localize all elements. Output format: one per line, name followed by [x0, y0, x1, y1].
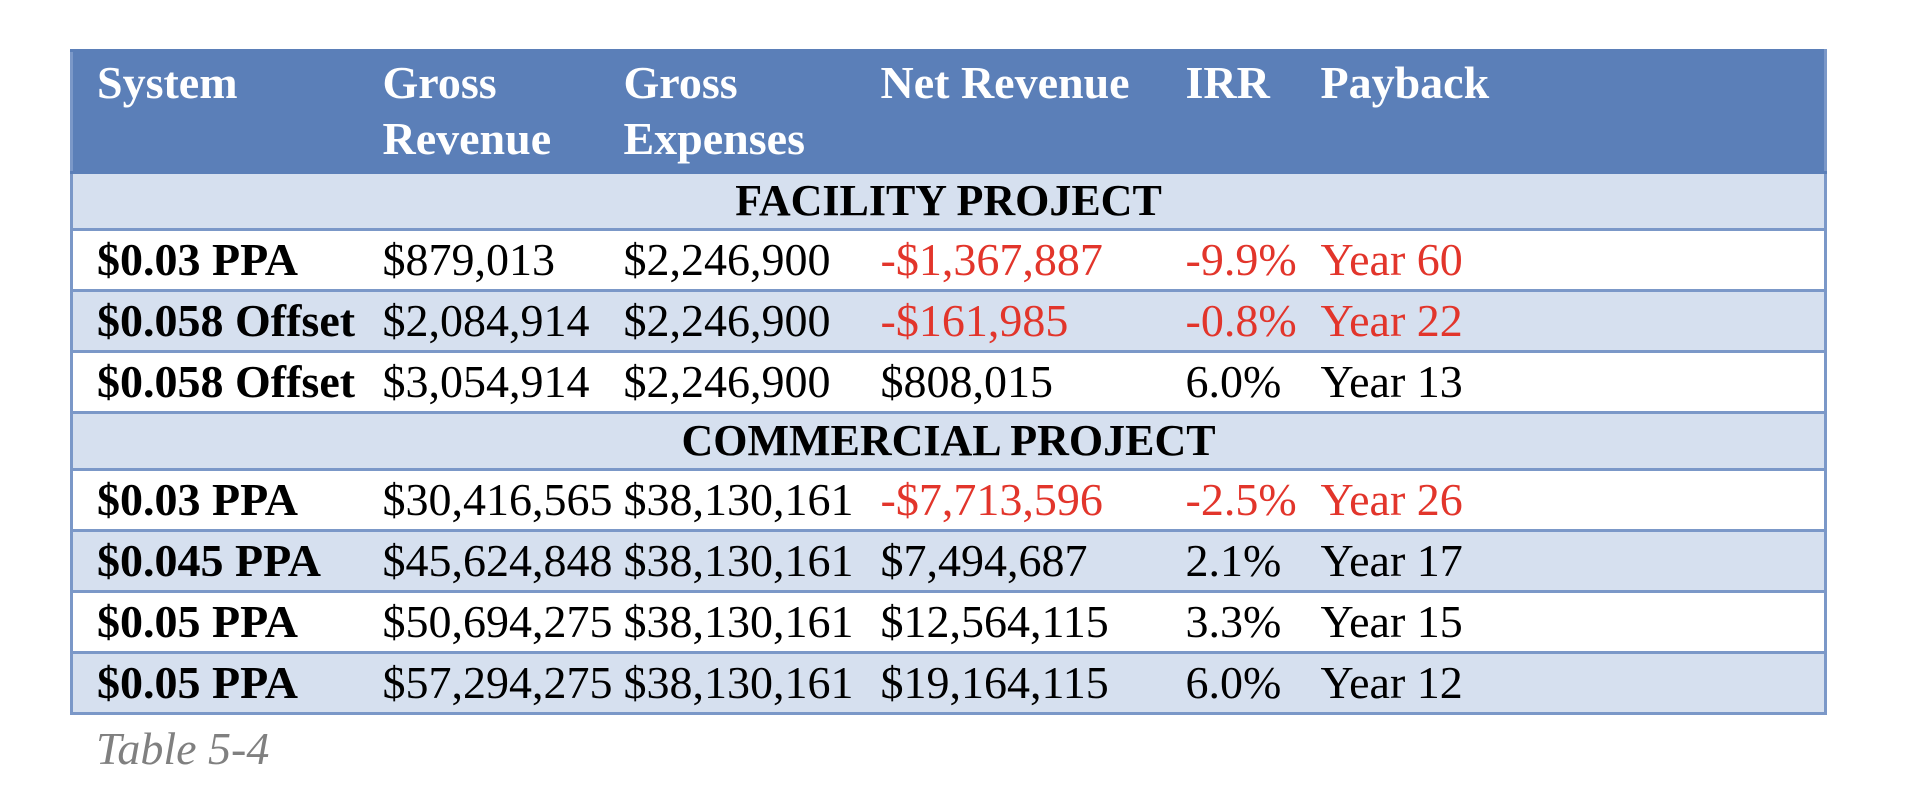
header-payback-line-1: Payback	[1320, 57, 1490, 108]
net-revenue-cell: $12,564,115	[880, 590, 1186, 654]
irr-cell: -9.9%	[1185, 228, 1321, 292]
gross-revenue-cell: $879,013	[382, 228, 624, 292]
table-row: $0.05 PPA $57,294,275 $38,130,161 $19,164,1…	[70, 651, 1827, 715]
payback-cell: Year 15	[1320, 590, 1827, 654]
net-revenue-cell: $808,015	[880, 350, 1186, 414]
header-system-line-1: System	[97, 57, 238, 108]
header-row: System Gross Revenue Gross Expenses Net …	[70, 49, 1827, 174]
header-gross-revenue: Gross Revenue	[382, 49, 624, 174]
header-net-revenue-line-1: Net Revenue	[880, 57, 1130, 108]
section-header-row: FACILITY PROJECT	[70, 171, 1827, 231]
net-revenue-cell: $7,494,687	[880, 529, 1186, 593]
gross-expenses-cell: $2,246,900	[623, 228, 881, 292]
gross-revenue-cell: $45,624,848	[382, 529, 624, 593]
net-revenue-cell: -$161,985	[880, 289, 1186, 353]
irr-cell: 6.0%	[1185, 651, 1321, 715]
irr-cell: -2.5%	[1185, 468, 1321, 532]
section-title: COMMERCIAL PROJECT	[70, 411, 1827, 471]
table-caption: Table 5-4	[96, 723, 270, 774]
section-header-row: COMMERCIAL PROJECT	[70, 411, 1827, 471]
irr-cell: 2.1%	[1185, 529, 1321, 593]
payback-cell: Year 12	[1320, 651, 1827, 715]
gross-expenses-cell: $2,246,900	[623, 289, 881, 353]
payback-cell: Year 26	[1320, 468, 1827, 532]
irr-cell: 3.3%	[1185, 590, 1321, 654]
table-row: $0.058 Offset $2,084,914 $2,246,900 -$161,9…	[70, 289, 1827, 353]
gross-revenue-cell: $57,294,275	[382, 651, 624, 715]
header-irr-line-1: IRR	[1185, 57, 1270, 108]
system-cell: $0.058 Offset	[70, 350, 383, 414]
gross-revenue-cell: $3,054,914	[382, 350, 624, 414]
system-cell: $0.03 PPA	[70, 468, 383, 532]
table-body: FACILITY PROJECT $0.03 PPA $879,013 $2,246,…	[70, 171, 1827, 715]
header-irr: IRR	[1185, 49, 1321, 174]
payback-cell: Year 17	[1320, 529, 1827, 593]
irr-cell: 6.0%	[1185, 350, 1321, 414]
gross-expenses-cell: $38,130,161	[623, 468, 881, 532]
net-revenue-cell: -$7,713,596	[880, 468, 1186, 532]
table-row: $0.03 PPA $30,416,565 $38,130,161 -$7,713,5…	[70, 468, 1827, 532]
header-gross-revenue-line-2: Revenue	[382, 113, 552, 164]
table-row: $0.058 Offset $3,054,914 $2,246,900 $808,01…	[70, 350, 1827, 414]
gross-expenses-cell: $38,130,161	[623, 651, 881, 715]
table-row: $0.045 PPA $45,624,848 $38,130,161 $7,494,6…	[70, 529, 1827, 593]
financial-summary-table: System Gross Revenue Gross Expenses Net …	[70, 49, 1827, 715]
header-gross-expenses-line-2: Expenses	[623, 113, 805, 164]
table-row: $0.05 PPA $50,694,275 $38,130,161 $12,564,1…	[70, 590, 1827, 654]
system-cell: $0.05 PPA	[70, 651, 383, 715]
header-gross-expenses: Gross Expenses	[623, 49, 881, 174]
header-payback: Payback	[1320, 49, 1827, 174]
header-system: System	[70, 49, 383, 174]
payback-cell: Year 60	[1320, 228, 1827, 292]
system-cell: $0.058 Offset	[70, 289, 383, 353]
gross-expenses-cell: $38,130,161	[623, 529, 881, 593]
payback-cell: Year 22	[1320, 289, 1827, 353]
net-revenue-cell: $19,164,115	[880, 651, 1186, 715]
table-row: $0.03 PPA $879,013 $2,246,900 -$1,367,887 -9…	[70, 228, 1827, 292]
header-gross-revenue-line-1: Gross	[382, 57, 497, 108]
system-cell: $0.03 PPA	[70, 228, 383, 292]
gross-revenue-cell: $2,084,914	[382, 289, 624, 353]
irr-cell: -0.8%	[1185, 289, 1321, 353]
section-title: FACILITY PROJECT	[70, 171, 1827, 231]
gross-revenue-cell: $30,416,565	[382, 468, 624, 532]
header-net-revenue: Net Revenue	[880, 49, 1186, 174]
payback-cell: Year 13	[1320, 350, 1827, 414]
header-gross-expenses-line-1: Gross	[623, 57, 738, 108]
gross-expenses-cell: $38,130,161	[623, 590, 881, 654]
gross-revenue-cell: $50,694,275	[382, 590, 624, 654]
gross-expenses-cell: $2,246,900	[623, 350, 881, 414]
system-cell: $0.045 PPA	[70, 529, 383, 593]
net-revenue-cell: -$1,367,887	[880, 228, 1186, 292]
financial-summary-table-wrapper: System Gross Revenue Gross Expenses Net …	[70, 49, 1827, 715]
system-cell: $0.05 PPA	[70, 590, 383, 654]
